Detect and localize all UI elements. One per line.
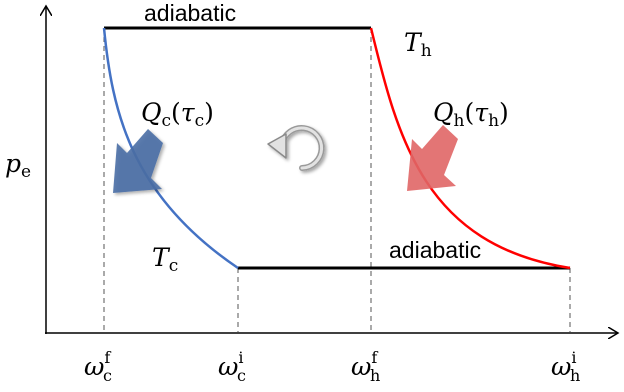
cold-heat-flow-arrow-icon [113,129,163,193]
tick-label-omega-h-i: ωi h [551,348,580,385]
tick-label-omega-c-i: ωi c [218,348,246,385]
hot-heat-flow-arrow-icon [407,125,458,191]
adiabatic-label-bottom: adiabatic [389,237,481,263]
x-tick-labels: ωf c ωi c ωf h ωi h [84,348,580,385]
tick-label-omega-h-f: ωf h [351,348,380,385]
cold-isotherm-curve [102,27,239,270]
y-axis-label: pe [5,149,31,182]
tick-label-omega-c-f: ωf c [84,348,112,385]
counterclockwise-cycle-arrow-icon [267,125,325,171]
hot-heat-label: Qh(τh) [433,98,509,131]
hot-temperature-label: Th [404,28,432,61]
cold-temperature-label: Tc [152,243,178,276]
guide-lines [103,28,571,332]
adiabatic-label-top: adiabatic [144,0,236,26]
cold-heat-label: Qc(τc) [141,98,214,131]
hot-isotherm-curve [369,27,571,270]
